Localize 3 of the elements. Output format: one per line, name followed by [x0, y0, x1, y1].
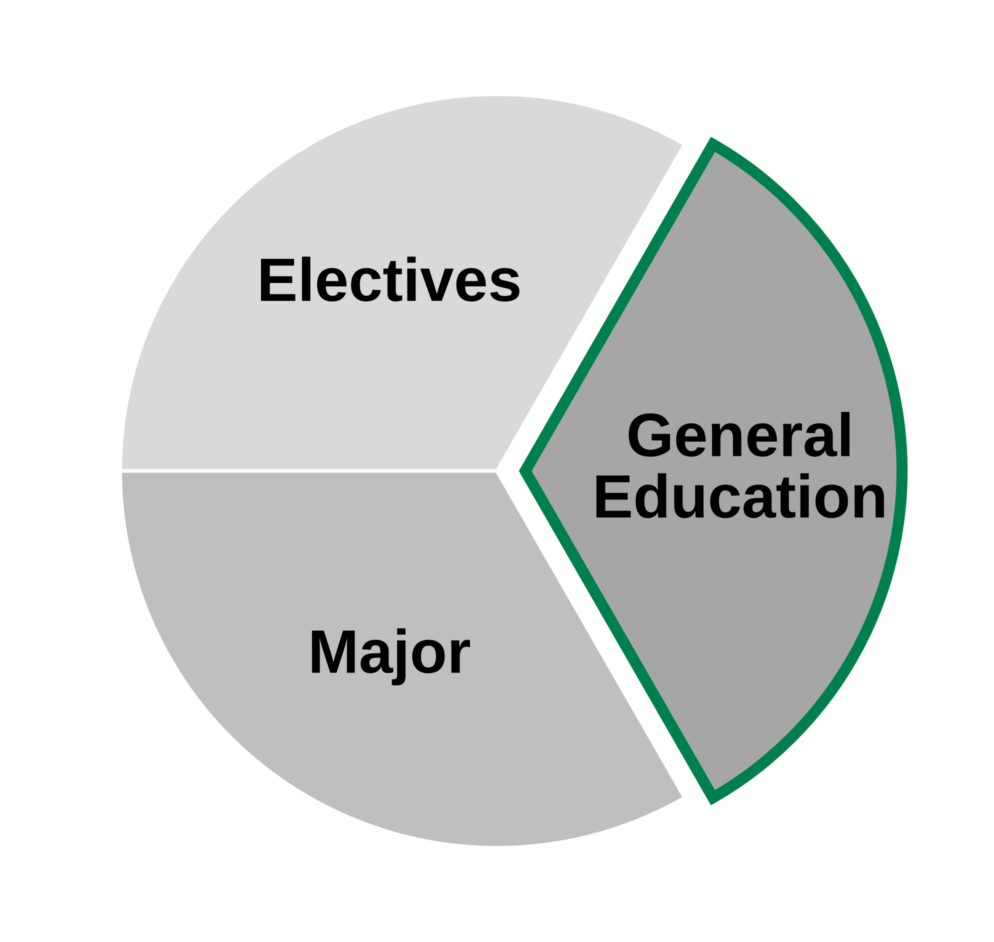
slice-label: Electives — [261, 256, 520, 302]
slice-label: General Education — [596, 412, 884, 518]
slice-label: Major — [312, 628, 470, 686]
